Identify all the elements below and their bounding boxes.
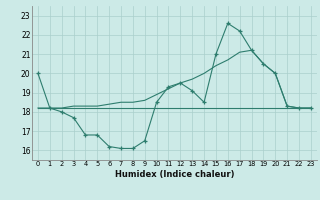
X-axis label: Humidex (Indice chaleur): Humidex (Indice chaleur)	[115, 170, 234, 179]
